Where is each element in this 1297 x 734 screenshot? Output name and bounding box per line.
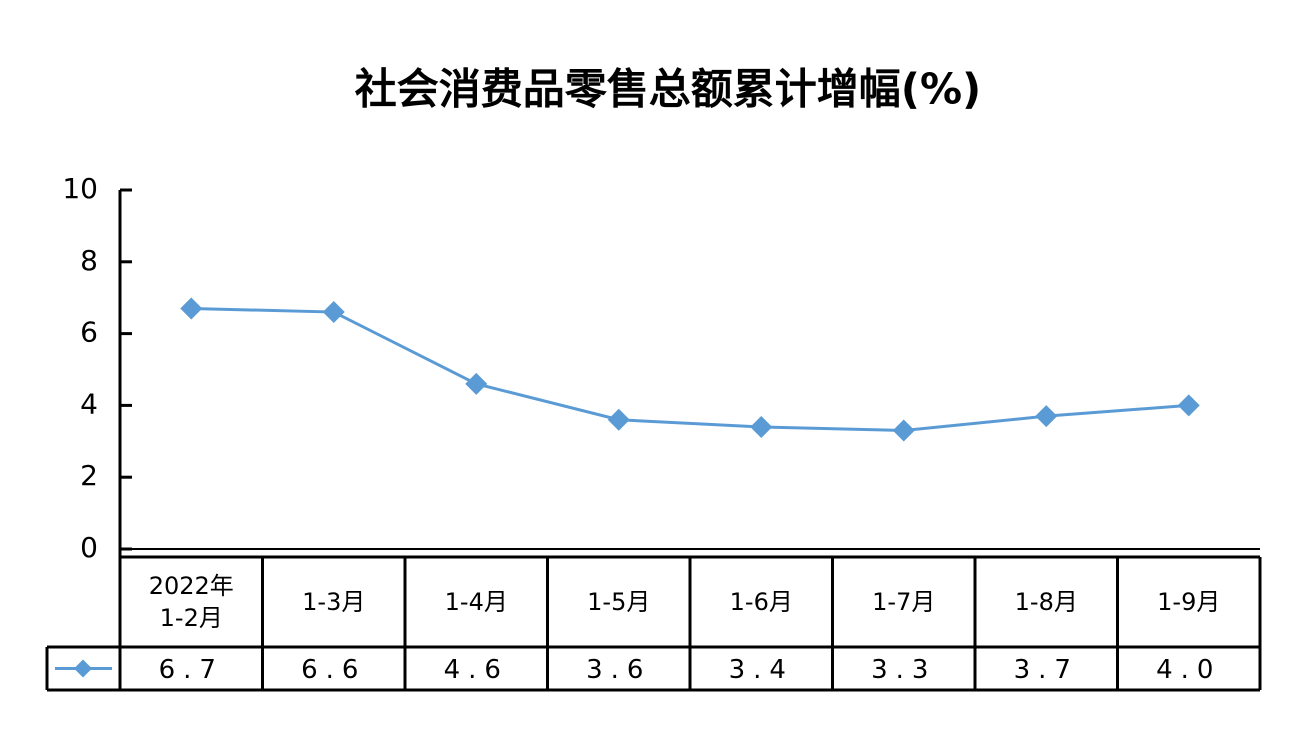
table-value: 3.6 [586, 655, 651, 685]
series-line [191, 306, 1189, 433]
table-value: 6.6 [301, 655, 366, 685]
category-label: 1-7月 [872, 588, 936, 616]
point-marker [180, 297, 203, 320]
table-value: 3.3 [871, 655, 936, 685]
point-marker [322, 301, 345, 324]
point-marker [750, 415, 773, 438]
chart-title: 社会消费品零售总额累计增幅(%) [355, 65, 981, 114]
category-label: 1-6月 [729, 588, 793, 616]
y-tick-label: 8 [80, 244, 98, 277]
table-value: 3.7 [1014, 655, 1079, 685]
y-tick-label: 0 [80, 531, 98, 564]
category-label: 1-3月 [302, 588, 366, 616]
y-tick-label: 10 [62, 172, 98, 205]
point-marker [892, 419, 915, 442]
table-value: 4.6 [444, 655, 509, 685]
category-label: 2022年 1-2月 [148, 572, 234, 632]
category-label: 1-9月 [1157, 588, 1221, 616]
legend-marker [74, 659, 92, 678]
y-tick-label: 4 [80, 387, 98, 420]
category-label: 1-4月 [444, 588, 508, 616]
table-value: 3.4 [729, 655, 794, 685]
category-label: 1-5月 [587, 588, 651, 616]
y-tick-label: 2 [80, 459, 98, 492]
table-value: 4.0 [1156, 655, 1221, 685]
point-marker [1177, 394, 1200, 417]
point-marker [465, 372, 488, 395]
category-label: 1-8月 [1014, 588, 1078, 616]
y-tick-label: 6 [80, 316, 98, 349]
table-value: 6.7 [159, 655, 224, 685]
point-marker [607, 408, 630, 431]
point-marker [1035, 405, 1058, 428]
